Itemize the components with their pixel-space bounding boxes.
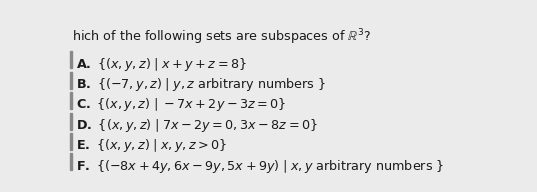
Bar — [70, 133, 72, 150]
Bar — [70, 153, 72, 170]
Text: $\mathbf{E.}$ $\{(x, y, z) \mid x, y, z > 0\}$: $\mathbf{E.}$ $\{(x, y, z) \mid x, y, z … — [76, 137, 228, 154]
Bar — [70, 72, 72, 89]
Bar — [70, 92, 72, 109]
Text: hich of the following sets are subspaces of $\mathbb{R}^3$?: hich of the following sets are subspaces… — [72, 27, 371, 47]
Text: $\mathbf{F.}$ $\{(-8x + 4y, 6x - 9y, 5x + 9y) \mid x, y$ arbitrary numbers $\}$: $\mathbf{F.}$ $\{(-8x + 4y, 6x - 9y, 5x … — [76, 158, 445, 175]
Text: $\mathbf{B.}$ $\{(-7, y, z) \mid y, z$ arbitrary numbers $\}$: $\mathbf{B.}$ $\{(-7, y, z) \mid y, z$ a… — [76, 76, 326, 93]
Text: $\mathbf{A.}$ $\{(x, y, z) \mid x + y + z = 8\}$: $\mathbf{A.}$ $\{(x, y, z) \mid x + y + … — [76, 55, 247, 73]
Bar — [70, 51, 72, 68]
Text: $\mathbf{C.}$ $\{(x, y, z) \mid -7x + 2y - 3z = 0\}$: $\mathbf{C.}$ $\{(x, y, z) \mid -7x + 2y… — [76, 96, 287, 113]
Bar — [70, 113, 72, 130]
Text: $\mathbf{D.}$ $\{(x, y, z) \mid 7x - 2y = 0, 3x - 8z = 0\}$: $\mathbf{D.}$ $\{(x, y, z) \mid 7x - 2y … — [76, 117, 318, 134]
